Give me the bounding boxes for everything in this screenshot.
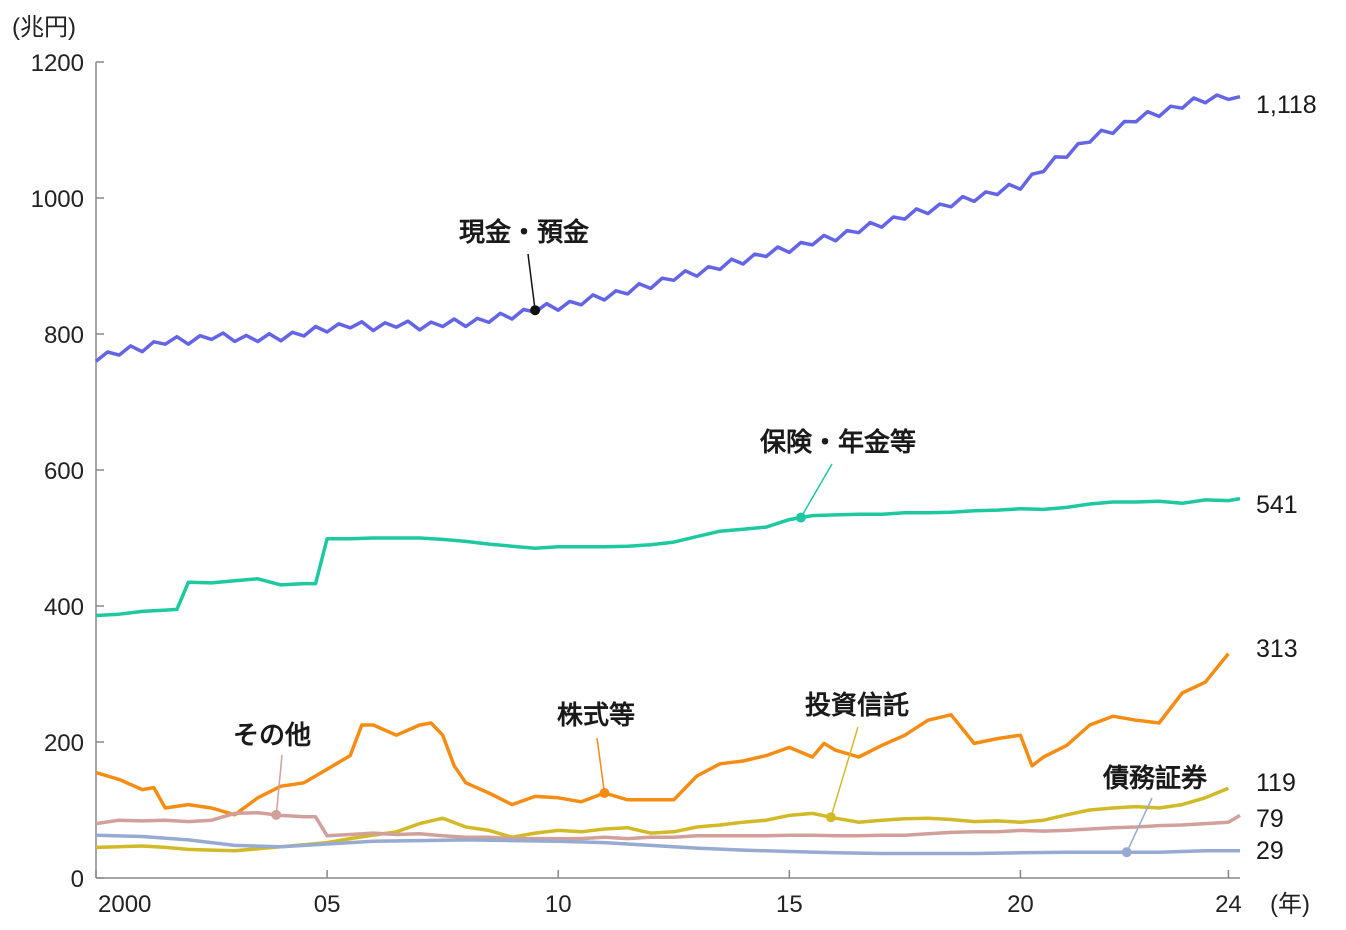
x-tick-label: 20 [1007, 891, 1034, 918]
y-unit-label: (兆円) [12, 14, 76, 41]
series-name-label: 投資信託 [805, 690, 909, 721]
x-tick-label: 10 [545, 891, 572, 918]
end-value-label: 79 [1256, 805, 1284, 833]
callout-leader-line [275, 754, 283, 815]
callout-dot [825, 812, 836, 823]
callout-dot [530, 305, 541, 316]
y-tick-label: 800 [44, 322, 84, 349]
callout-dot [271, 809, 282, 820]
end-value-label: 313 [1256, 635, 1298, 663]
y-tick-label: 600 [44, 458, 84, 485]
series-line [95, 833, 1240, 856]
x-tick-label: 15 [776, 891, 803, 918]
series-name-label: 現金・預金 [459, 217, 590, 248]
series-line [94, 93, 1241, 363]
end-value-label: 29 [1256, 837, 1284, 865]
series-line [95, 496, 1241, 618]
callout-leader-line [1126, 797, 1153, 853]
y-tick-label: 200 [44, 730, 84, 757]
series-line [95, 786, 1230, 853]
x-tick-label: 24 [1215, 891, 1242, 918]
series-name-label: その他 [233, 721, 311, 751]
label-layer: 1,118 541 313 119 79 29 [1256, 91, 1317, 865]
y-tick-label: 400 [44, 594, 84, 621]
x-tick-label: 05 [314, 891, 341, 918]
x-tick-label: 2000 [98, 891, 151, 918]
callout-dot [599, 788, 610, 798]
series-line [95, 810, 1241, 841]
x-unit-label: (年) [1270, 891, 1310, 918]
callout-dot [795, 512, 806, 523]
axes: 0 200 400 600 800 1000 1200 2000 05 10 15 20 24 [31, 50, 1242, 918]
y-tick-label: 1000 [31, 186, 84, 213]
callout-leader-line [596, 737, 606, 794]
end-value-label: 119 [1256, 769, 1296, 797]
callout-leader-line [830, 726, 859, 818]
end-value-label: 1,118 [1256, 91, 1317, 119]
series-line [95, 652, 1230, 817]
callout-leader-line [527, 253, 536, 311]
series-name-label: 債務証券 [1102, 763, 1208, 794]
series-layer [94, 93, 1241, 856]
series-name-label: 保険・年金等 [759, 427, 916, 458]
series-name-label: 株式等 [557, 700, 635, 731]
y-tick-label: 0 [71, 866, 84, 893]
callout-leader-line [800, 463, 833, 518]
end-value-label: 541 [1256, 491, 1298, 519]
y-tick-label: 1200 [31, 50, 84, 77]
callout-dot [1121, 847, 1132, 858]
